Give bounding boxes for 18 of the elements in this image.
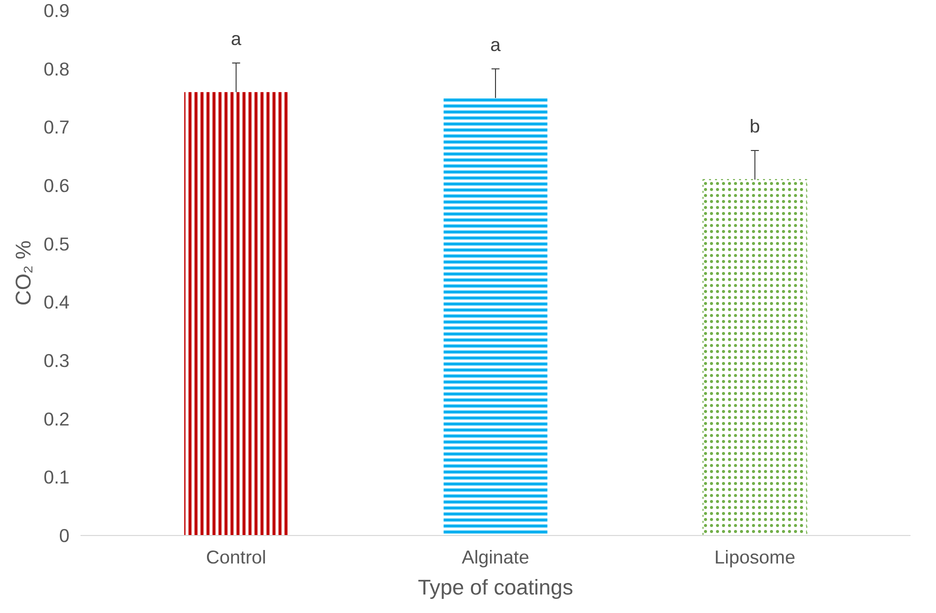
y-tick-label: 0.9 [44,0,70,21]
y-tick-label: 0 [59,525,70,546]
y-tick-label: 0.2 [44,408,70,430]
y-axis-title: CO₂ % [12,240,36,306]
y-tick-label: 0.4 [44,292,70,313]
annotation: a [230,28,242,49]
annotation: a [490,34,502,55]
y-tick-label: 0.1 [44,466,70,488]
x-axis-title: Type of coatings [418,576,574,600]
y-tick-label: 0.5 [44,233,70,254]
x-tick-label: Control [206,546,266,568]
y-tick-label: 0.8 [44,58,70,80]
y-tick-label: 0.3 [44,350,70,371]
y-tick-label: 0.7 [44,116,70,138]
x-tick-label: Alginate [462,546,530,568]
x-tick-label: Liposome [714,546,796,568]
annotation: b [750,116,760,136]
y-tick-label: 0.6 [44,175,70,196]
